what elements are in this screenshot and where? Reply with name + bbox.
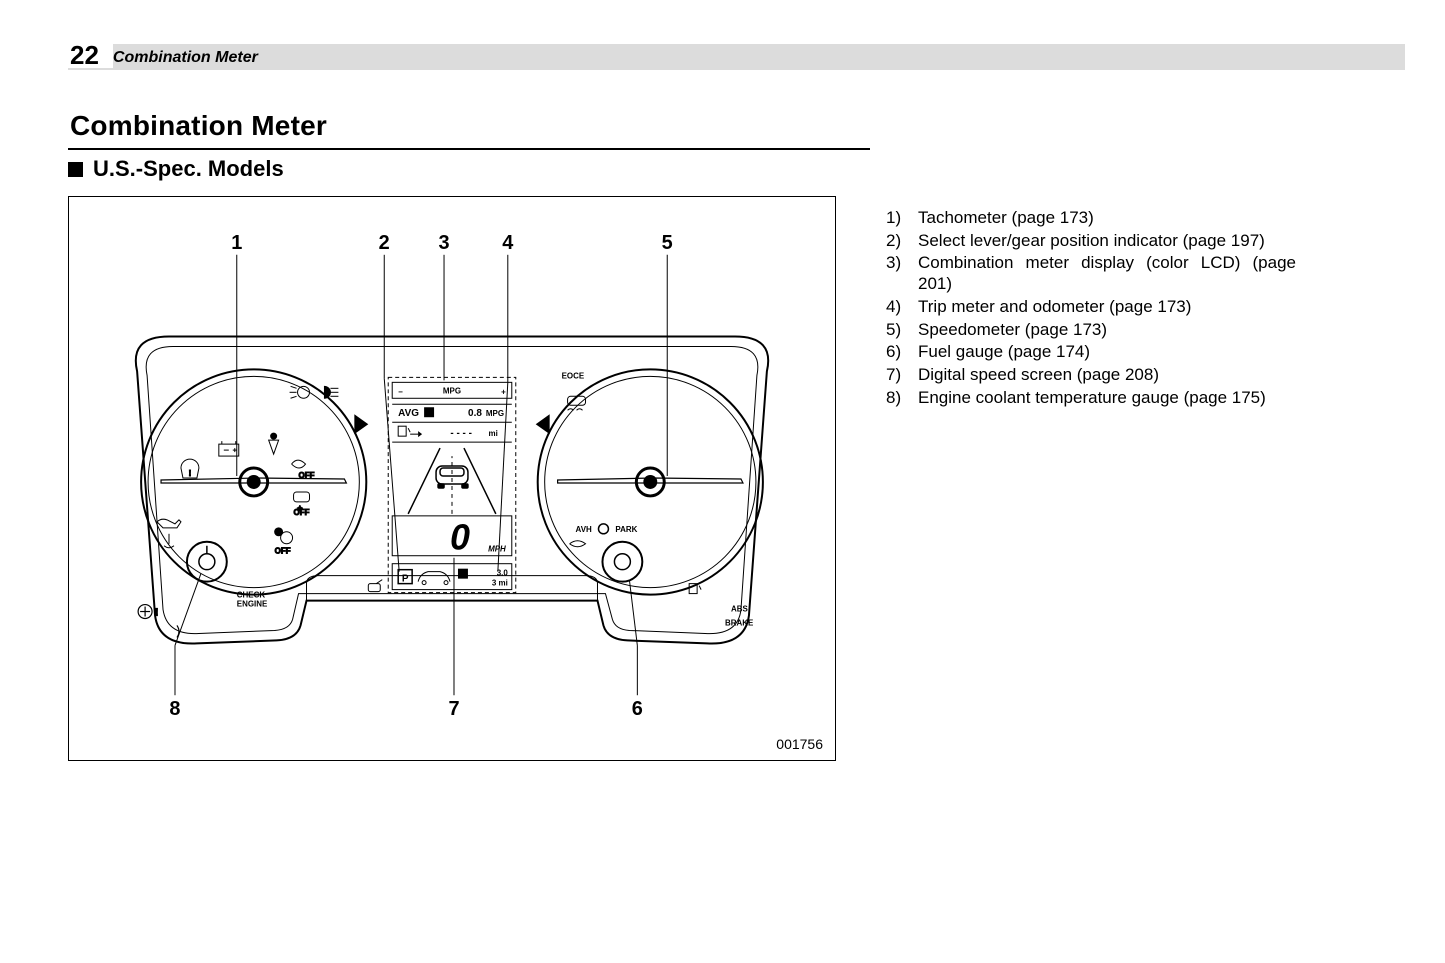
left-turn-signal-icon [354,414,368,434]
svg-text:!: ! [155,608,158,619]
subsection-title: U.S.-Spec. Models [68,156,284,182]
running-header: 22 Combination Meter [68,44,1405,70]
traction-off-icon: OFF [292,460,315,480]
defrost-icon [570,541,586,547]
legend-item-number: 6) [886,342,918,363]
page-number: 22 [68,42,113,68]
svg-text:MPG: MPG [443,386,461,395]
legend-item-text: Select lever/gear position indicator (pa… [918,231,1296,252]
legend-item-text: Speedometer (page 173) [918,320,1296,341]
svg-text:A: A [460,570,466,579]
digital-speed-value: 0 [450,518,470,558]
legend-item-text: Engine coolant temperature gauge (page 1… [918,388,1296,409]
svg-text:MPG: MPG [486,409,504,418]
legend-list: 1)Tachometer (page 173)2)Select lever/ge… [886,208,1296,411]
legend-item-number: 2) [886,231,918,252]
legend-item: 1)Tachometer (page 173) [886,208,1296,229]
speedometer-dial: EOCE AVH PARK [538,369,763,594]
diagram-svg: 1 2 3 4 5 8 7 6 [69,197,835,760]
legend-item: 2)Select lever/gear position indicator (… [886,231,1296,252]
check-engine-label: CHECKENGINE [237,591,268,609]
door-ajar-icon [368,580,382,592]
legend-item: 4)Trip meter and odometer (page 173) [886,297,1296,318]
lane-assist-graphic [408,448,496,514]
oil-icon [157,519,181,528]
legend-item-number: 8) [886,388,918,409]
svg-text:AVG: AVG [398,408,419,419]
svg-text:mi: mi [489,429,498,438]
svg-text:P: P [402,574,409,585]
legend-item-number: 4) [886,297,918,318]
high-beam-icon [324,386,338,398]
abs-label: ABS [731,605,748,614]
combination-meter-diagram: 1 2 3 4 5 8 7 6 [68,196,836,761]
callout-5: 5 [662,232,673,254]
lower-left-icons: ! [138,605,179,638]
figure-id: 001756 [776,736,823,752]
legend-item-number: 3) [886,253,918,294]
legend-item: 7)Digital speed screen (page 208) [886,365,1296,386]
callout-6: 6 [632,698,643,720]
callout-1: 1 [231,232,242,254]
svg-text:MPH: MPH [488,545,506,554]
right-turn-signal-icon [536,414,550,434]
legend-item: 8)Engine coolant temperature gauge (page… [886,388,1296,409]
callout-8: 8 [169,698,180,720]
battery-icon [219,441,239,456]
tachometer-dial: ! OFF OFF✦ OFF CHECKENGINE [141,369,366,608]
section-title: Combination Meter [68,110,870,150]
svg-text:OFF: OFF [275,547,291,556]
legend-item-text: Trip meter and odometer (page 173) [918,297,1296,318]
airbag-off-icon: OFF [275,528,293,556]
svg-text:A: A [426,408,432,417]
avh-label: AVH [576,525,592,534]
car-outline-icon [418,572,450,585]
svg-text:−: − [398,387,403,396]
top-callouts: 1 2 3 4 5 [231,232,673,254]
square-bullet-icon [68,162,83,177]
legend-item-text: Digital speed screen (page 208) [918,365,1296,386]
legend-item-text: Tachometer (page 173) [918,208,1296,229]
legend-item-text: Fuel gauge (page 174) [918,342,1296,363]
callout-2: 2 [379,232,390,254]
fuel-range-icon [398,426,422,437]
svg-text:3.0: 3.0 [497,569,509,578]
center-lcd: − MPG + AVG A 0.8 MPG - - - - mi [388,377,516,592]
svg-text:✦: ✦ [297,504,304,513]
legend-item: 6)Fuel gauge (page 174) [886,342,1296,363]
svg-text:!: ! [189,469,192,478]
legend-item-text: Combination meter display (color LCD) (p… [918,253,1296,294]
callout-4: 4 [502,232,513,254]
park-label: PARK [615,525,637,534]
eoce-label: EOCE [562,371,585,380]
brake-label: BRAKE [725,618,753,627]
lane-off-icon: OFF✦ [294,492,310,517]
callout-7: 7 [448,698,459,720]
bottom-callouts: 8 7 6 [169,698,642,720]
callout-3: 3 [438,232,449,254]
svg-text:3 mi: 3 mi [492,579,508,588]
running-title: Combination Meter [113,49,258,68]
manual-page: 22 Combination Meter Combination Meter U… [0,0,1445,963]
legend-item: 3)Combination meter display (color LCD) … [886,253,1296,294]
subsection-title-text: U.S.-Spec. Models [93,156,284,182]
legend-item-number: 1) [886,208,918,229]
svg-text:+: + [501,387,506,396]
leader-lines [175,255,667,695]
legend-item: 5)Speedometer (page 173) [886,320,1296,341]
legend-item-number: 5) [886,320,918,341]
o-indicator-icon [598,524,608,534]
svg-text:- - - -: - - - - [450,428,472,439]
legend-item-number: 7) [886,365,918,386]
svg-text:0.8: 0.8 [468,408,482,419]
fog-light-icon [290,386,310,398]
seatbelt-icon [269,433,279,454]
svg-text:OFF: OFF [299,471,315,480]
tpms-icon: ! [181,459,199,478]
